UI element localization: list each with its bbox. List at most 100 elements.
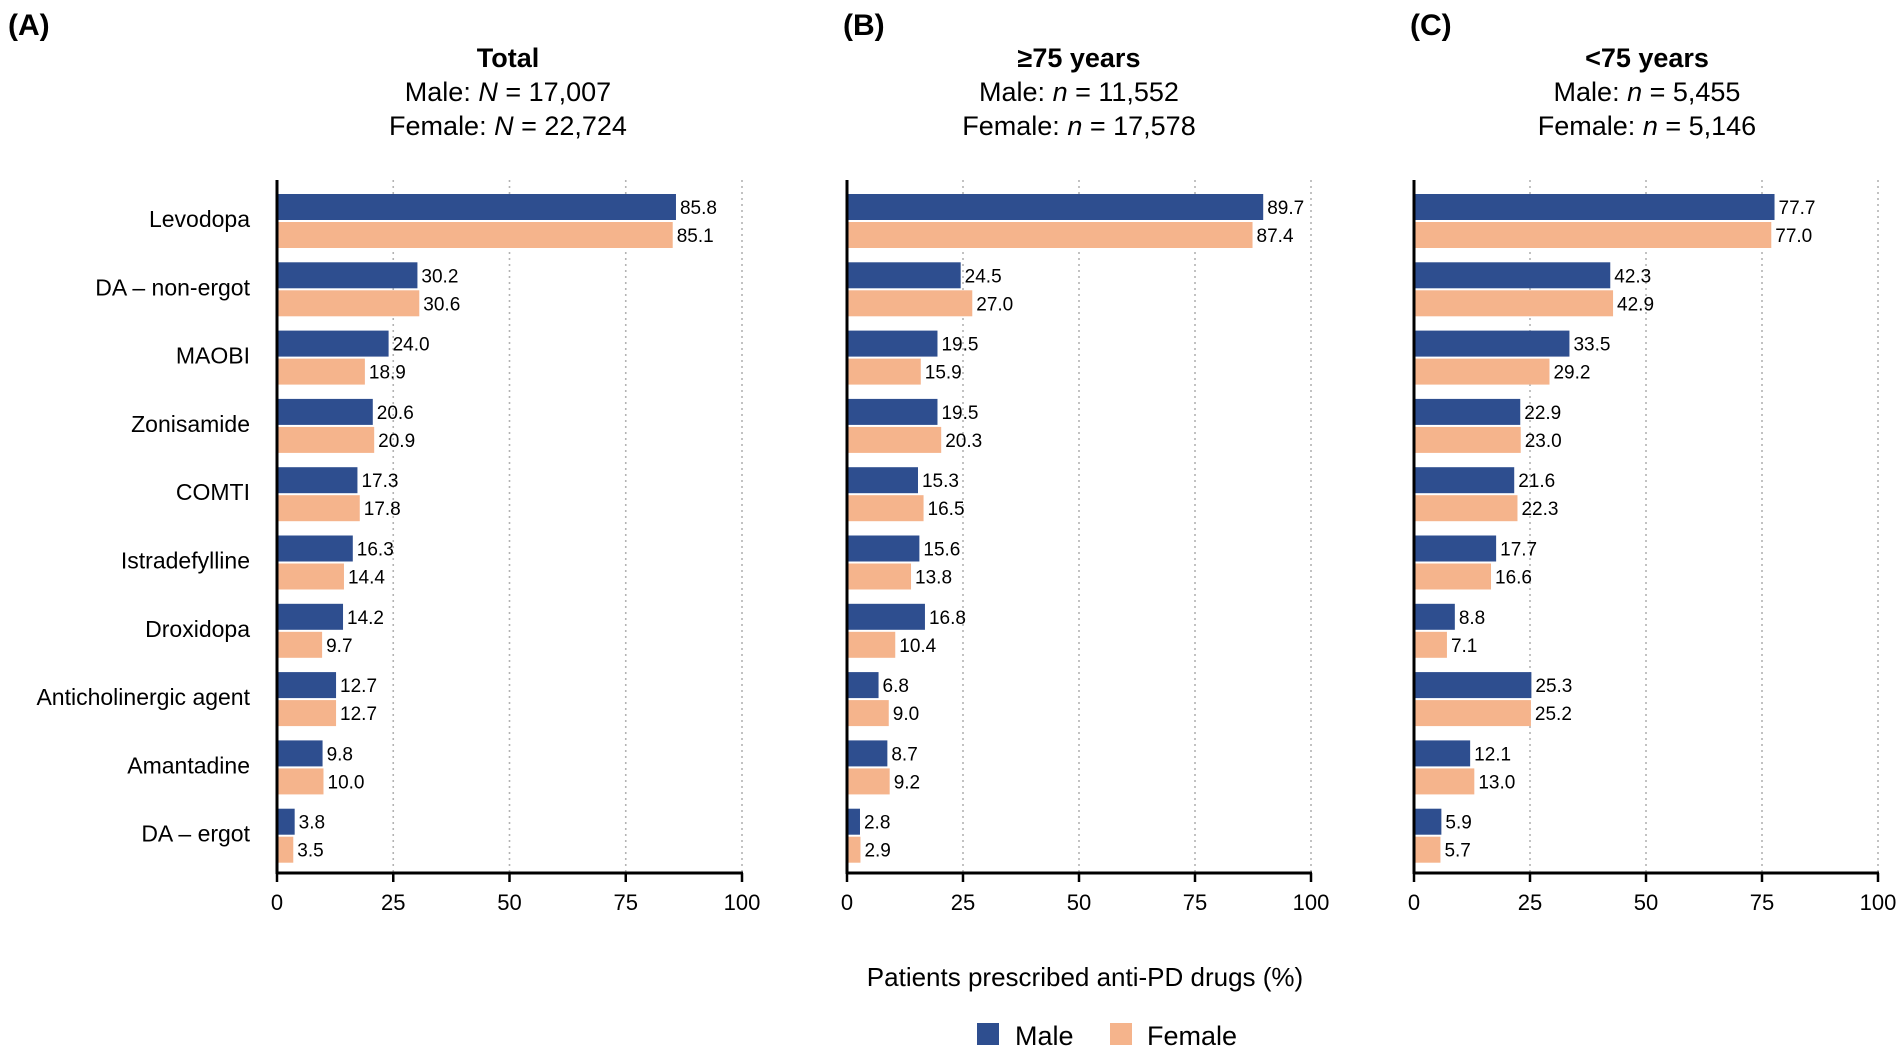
bar-male [1414,262,1611,289]
x-tick-label: 100 [1860,890,1897,915]
bar-male [1414,740,1471,767]
value-label-female: 16.5 [928,499,965,520]
panel-label: (B) [843,9,885,42]
bar-male [1414,467,1515,494]
x-tick-label: 100 [1293,890,1330,915]
bar-male [847,740,888,767]
value-label-female: 16.6 [1495,568,1532,589]
value-label-male: 77.7 [1779,198,1816,219]
panel-label: (C) [1410,9,1452,42]
bar-male [1414,398,1521,425]
value-label-female: 7.1 [1451,636,1477,657]
value-label-female: 87.4 [1257,226,1294,247]
bar-female [847,495,924,522]
x-tick-label: 100 [724,890,761,915]
value-label-male: 21.6 [1518,471,1555,492]
value-label-female: 42.9 [1617,294,1654,315]
bar-female [847,222,1253,248]
value-label-female: 20.9 [378,431,415,452]
panel-subtitle: Female: n = 17,578 [962,111,1195,141]
bar-female [1414,631,1447,658]
value-label-female: 12.7 [340,704,377,725]
category-label: Istradefylline [121,548,250,574]
value-label-male: 22.9 [1524,403,1561,424]
value-label-female: 10.4 [899,636,936,657]
x-tick-label: 25 [381,890,405,915]
value-label-male: 19.5 [941,335,978,356]
bar-male [847,467,918,494]
value-label-male: 24.5 [965,266,1002,287]
bar-female [847,358,921,385]
value-label-male: 17.7 [1500,540,1537,561]
x-tick-label: 0 [1408,890,1420,915]
bar-male [847,398,938,425]
x-tick-label: 75 [614,890,638,915]
bar-female [1414,768,1475,795]
bar-female [847,768,890,795]
value-label-male: 15.6 [923,540,960,561]
bar-male [277,603,344,630]
bar-female [847,631,896,658]
value-label-male: 15.3 [922,471,959,492]
value-label-male: 16.3 [357,540,394,561]
value-label-female: 30.6 [423,294,460,315]
category-label: DA – ergot [141,821,250,847]
value-label-male: 5.9 [1445,813,1471,834]
bar-female [277,222,673,248]
value-label-female: 9.7 [326,636,352,657]
value-label-female: 20.3 [945,431,982,452]
value-label-male: 14.2 [347,608,384,629]
x-tick-label: 25 [1518,890,1542,915]
bar-male [277,330,389,357]
bar-female [1414,426,1521,453]
value-label-female: 85.1 [677,226,714,247]
x-tick-label: 25 [951,890,975,915]
x-tick-label: 75 [1750,890,1774,915]
bar-male [1414,194,1775,220]
value-label-female: 9.2 [894,772,920,793]
bar-male [847,535,920,562]
panel-b: (B) ≥75 years Male: n = 11,552 Female: n = … [841,9,1329,915]
bar-male [1414,330,1570,357]
bar-female [277,495,360,522]
category-label: Droxidopa [145,616,250,642]
value-label-male: 17.3 [361,471,398,492]
bar-female [1414,358,1550,385]
bar-male [847,330,938,357]
bar-male [277,740,323,767]
value-label-male: 20.6 [377,403,414,424]
bar-male [277,535,353,562]
value-label-female: 15.9 [925,363,962,384]
value-label-male: 30.2 [421,266,458,287]
bar-female [847,700,889,727]
legend-label-female: Female [1147,1021,1237,1049]
panel-subtitle: Female: N = 22,724 [389,111,627,141]
bar-female [847,563,912,590]
category-label: MAOBI [176,343,250,369]
x-tick-label: 75 [1183,890,1207,915]
bar-female [277,426,375,453]
value-label-female: 2.9 [864,841,890,862]
bar-male [847,808,860,835]
bar-female [277,700,337,727]
panel-subtitle: Male: n = 11,552 [979,77,1179,107]
bar-female [277,290,420,317]
value-label-male: 42.3 [1614,266,1651,287]
value-label-female: 9.0 [893,704,919,725]
bar-female [277,768,324,795]
bar-male [277,262,418,289]
category-label: DA – non-ergot [95,274,250,300]
panel-title: ≥75 years [1018,43,1141,73]
value-label-female: 25.2 [1535,704,1572,725]
panel-label: (A) [8,9,50,42]
value-label-male: 89.7 [1267,198,1304,219]
value-label-male: 33.5 [1573,335,1610,356]
bar-female [1414,700,1531,727]
x-tick-label: 0 [841,890,853,915]
panel-subtitle: Male: n = 5,455 [1554,77,1741,107]
legend-swatch-male [977,1023,999,1045]
value-label-male: 16.8 [929,608,966,629]
value-label-male: 6.8 [883,676,909,697]
bar-male [1414,535,1497,562]
value-label-female: 23.0 [1525,431,1562,452]
